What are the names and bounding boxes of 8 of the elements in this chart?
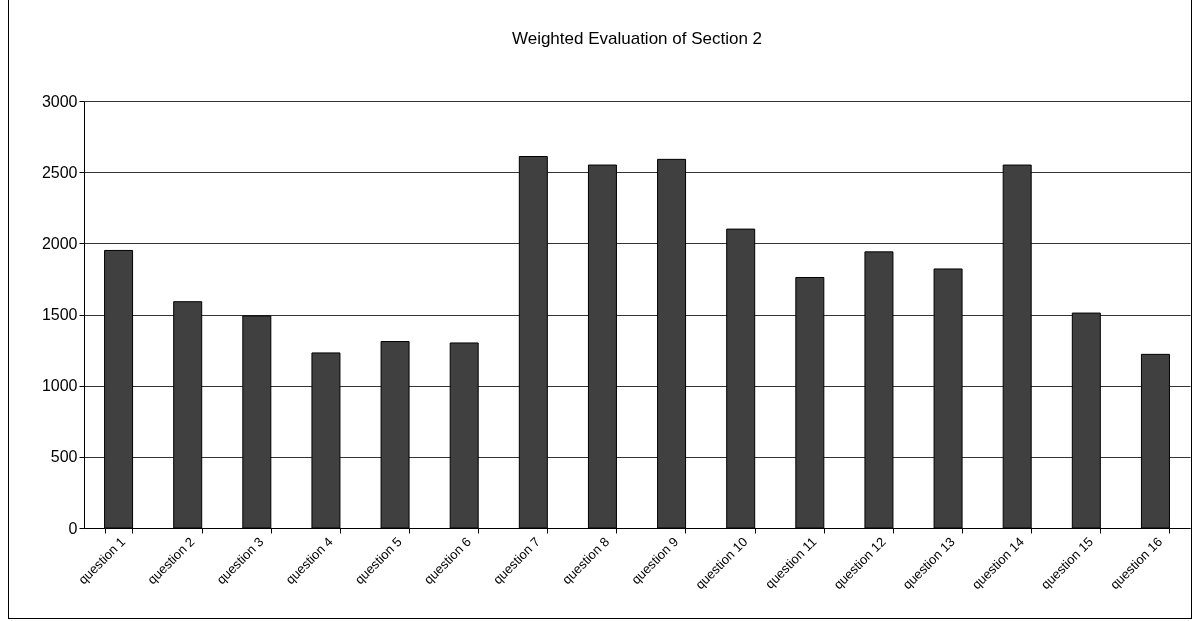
y-tick-label: 2000 bbox=[41, 234, 78, 252]
y-tick-label: 0 bbox=[68, 519, 78, 537]
y-tick-label: 2500 bbox=[41, 163, 78, 181]
y-tick-label: 3000 bbox=[41, 92, 78, 110]
y-tick-label: 1000 bbox=[41, 377, 78, 395]
y-tick-label: 1500 bbox=[41, 306, 78, 323]
y-tick-label: 500 bbox=[50, 448, 78, 466]
chart-title: Weighted Evaluation of Section 2 bbox=[511, 29, 763, 48]
